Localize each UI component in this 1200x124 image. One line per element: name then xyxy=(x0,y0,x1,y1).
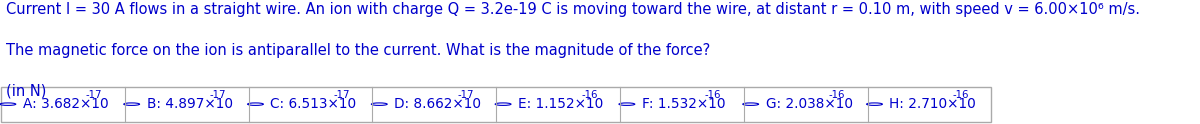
Ellipse shape xyxy=(0,103,16,105)
Text: G: 2.038×10: G: 2.038×10 xyxy=(766,97,852,111)
Text: The magnetic force on the ion is antiparallel to the current. What is the magnit: The magnetic force on the ion is antipar… xyxy=(6,43,710,58)
Text: (in N): (in N) xyxy=(6,83,47,98)
Text: -17: -17 xyxy=(210,91,227,100)
Text: A: 3.682×10: A: 3.682×10 xyxy=(23,97,108,111)
Ellipse shape xyxy=(371,103,388,105)
Ellipse shape xyxy=(866,103,882,105)
Text: -16: -16 xyxy=(581,91,598,100)
Ellipse shape xyxy=(247,103,263,105)
Bar xyxy=(1,87,991,122)
Text: D: 8.662×10: D: 8.662×10 xyxy=(394,97,481,111)
Text: -17: -17 xyxy=(334,91,350,100)
Text: -17: -17 xyxy=(86,91,102,100)
Text: Current I = 30 A flows in a straight wire. An ion with charge Q = 3.2e-19 C is m: Current I = 30 A flows in a straight wir… xyxy=(6,2,1140,17)
Text: -16: -16 xyxy=(953,91,970,100)
Text: -17: -17 xyxy=(457,91,474,100)
Ellipse shape xyxy=(619,103,635,105)
Ellipse shape xyxy=(743,103,758,105)
Ellipse shape xyxy=(124,103,139,105)
Text: H: 2.710×10: H: 2.710×10 xyxy=(889,97,976,111)
Text: F: 1.532×10: F: 1.532×10 xyxy=(642,97,725,111)
Ellipse shape xyxy=(496,103,511,105)
Text: B: 4.897×10: B: 4.897×10 xyxy=(146,97,233,111)
Text: -16: -16 xyxy=(704,91,721,100)
Text: -16: -16 xyxy=(829,91,845,100)
Text: E: 1.152×10: E: 1.152×10 xyxy=(518,97,604,111)
Text: C: 6.513×10: C: 6.513×10 xyxy=(270,97,356,111)
